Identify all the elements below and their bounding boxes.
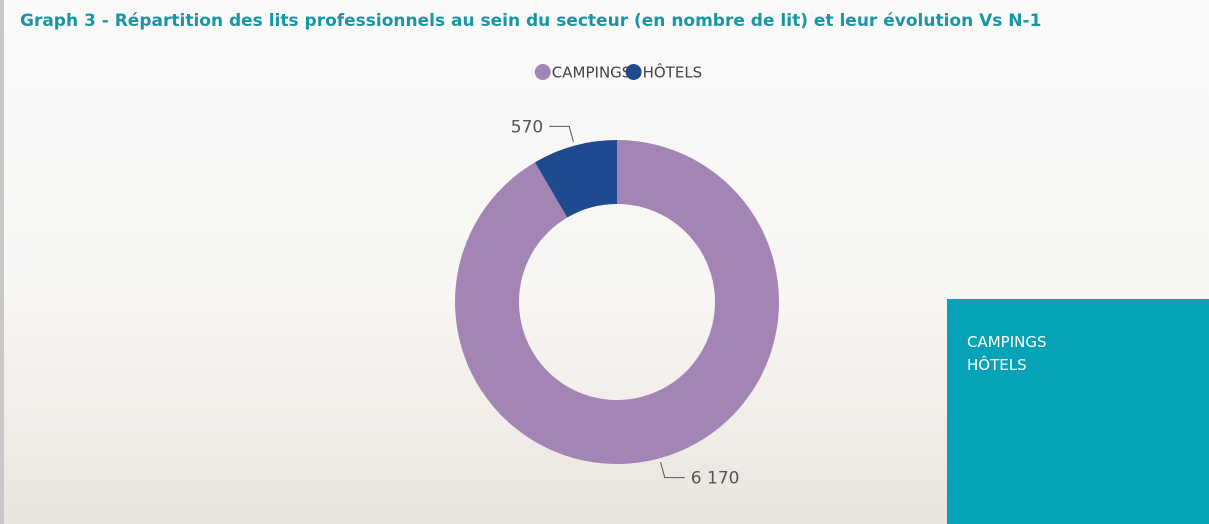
legend-label: HÔTELS bbox=[643, 63, 703, 82]
page-border bbox=[0, 0, 4, 524]
data-label: 6 170 bbox=[691, 469, 740, 489]
data-label: 570 bbox=[511, 117, 543, 137]
legend-marker bbox=[626, 64, 642, 80]
slicer-item[interactable]: CAMPINGS bbox=[967, 331, 1209, 354]
slicer-panel: CAMPINGS HÔTELS bbox=[947, 299, 1209, 524]
legend-marker bbox=[535, 64, 551, 80]
legend-label: CAMPINGS bbox=[552, 64, 632, 82]
slicer-item[interactable]: HÔTELS bbox=[967, 354, 1209, 377]
chart-title: Graph 3 - Répartition des lits professio… bbox=[20, 11, 1041, 31]
report-page: Graph 3 - Répartition des lits professio… bbox=[0, 0, 1209, 524]
leader-line bbox=[549, 126, 573, 141]
leader-line bbox=[661, 462, 685, 477]
